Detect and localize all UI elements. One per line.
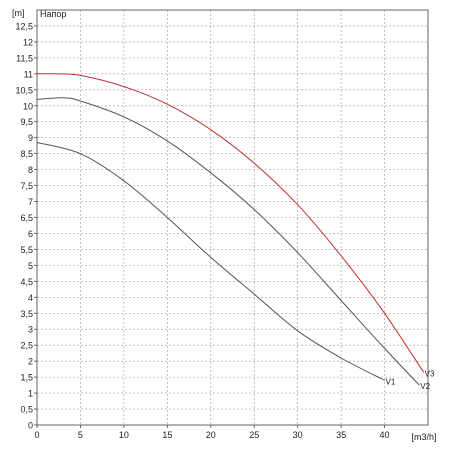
- series-label-v2: V2: [420, 382, 430, 391]
- y-tick-label: 9,5: [20, 117, 33, 127]
- y-tick-label: 1,5: [20, 373, 33, 383]
- series-line-v2: [36, 97, 420, 386]
- y-tick-label: 7: [28, 197, 33, 207]
- y-tick-label: 0,5: [20, 405, 33, 415]
- x-axis-label: [m3/h]: [411, 432, 436, 442]
- y-axis-ticks: 00,511,522,533,544,555,566,577,588,599,5…: [15, 21, 37, 431]
- y-tick-label: 9: [28, 133, 33, 143]
- chart-title: Напор: [40, 9, 66, 19]
- y-axis-label: [m]: [12, 8, 25, 18]
- x-tick-label: 20: [206, 430, 216, 440]
- x-tick-label: 35: [336, 430, 346, 440]
- x-tick-label: 25: [249, 430, 259, 440]
- series-label-v3: V3: [425, 369, 435, 378]
- y-tick-label: 4,5: [20, 277, 33, 287]
- y-tick-label: 0: [28, 421, 33, 431]
- y-tick-label: 12,5: [15, 21, 33, 31]
- x-tick-label: 15: [162, 430, 172, 440]
- y-tick-label: 6: [28, 229, 33, 239]
- x-axis-ticks: 0 5 10 15 20 25 30 35 40: [34, 425, 390, 440]
- y-tick-label: 11,5: [16, 53, 33, 63]
- y-tick-label: 3,5: [20, 309, 33, 319]
- x-tick-label: 10: [119, 430, 129, 440]
- grid: [37, 10, 428, 425]
- y-tick-label: 2,5: [20, 341, 33, 351]
- y-tick-label: 3: [28, 325, 33, 335]
- series-lines: V1 V2 V3: [36, 73, 435, 391]
- y-tick-label: 10,5: [15, 85, 33, 95]
- x-tick-label: 40: [380, 430, 390, 440]
- y-tick-label: 10: [23, 101, 33, 111]
- y-tick-label: 8,5: [20, 149, 33, 159]
- y-tick-label: 6,5: [20, 213, 33, 223]
- series-label-v1: V1: [386, 377, 396, 386]
- y-tick-label: 1: [28, 389, 33, 399]
- y-tick-label: 12: [23, 37, 33, 47]
- y-tick-label: 7,5: [20, 181, 33, 191]
- x-tick-label: 30: [293, 430, 303, 440]
- x-tick-label: 0: [34, 430, 39, 440]
- y-tick-label: 11: [24, 69, 33, 79]
- y-tick-label: 8: [28, 165, 33, 175]
- series-line-v3: [36, 73, 425, 373]
- y-tick-label: 5,5: [20, 245, 33, 255]
- y-tick-label: 2: [28, 357, 33, 367]
- y-tick-label: 5: [28, 261, 33, 271]
- x-tick-label: 5: [78, 430, 83, 440]
- series-line-v1: [36, 142, 385, 381]
- y-tick-label: 4: [28, 293, 33, 303]
